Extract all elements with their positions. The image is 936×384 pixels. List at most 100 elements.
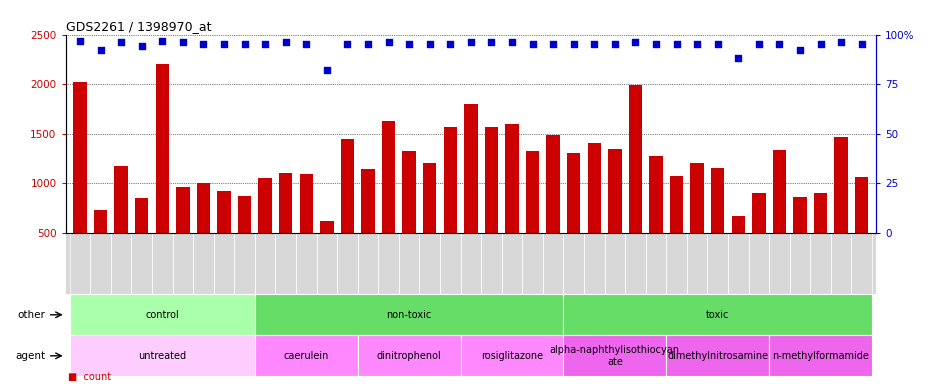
Bar bbox=[649, 156, 662, 282]
Point bbox=[360, 41, 375, 48]
Text: agent: agent bbox=[15, 351, 45, 361]
Bar bbox=[505, 124, 519, 282]
Point bbox=[319, 67, 334, 73]
Bar bbox=[320, 221, 333, 282]
Point bbox=[196, 41, 211, 48]
Bar bbox=[793, 197, 806, 282]
Point bbox=[237, 41, 252, 48]
Point bbox=[154, 37, 169, 43]
Point bbox=[627, 40, 642, 46]
Bar bbox=[300, 174, 313, 282]
Point bbox=[443, 41, 458, 48]
Point bbox=[771, 41, 786, 48]
Bar bbox=[563, 335, 665, 376]
Point bbox=[422, 41, 437, 48]
Bar bbox=[752, 193, 765, 282]
Point bbox=[257, 41, 272, 48]
Point bbox=[545, 41, 560, 48]
Bar bbox=[217, 191, 230, 282]
Point bbox=[668, 41, 683, 48]
Point bbox=[278, 40, 293, 46]
Point bbox=[504, 40, 519, 46]
Text: untreated: untreated bbox=[139, 351, 186, 361]
Text: control: control bbox=[145, 310, 179, 320]
Text: caerulein: caerulein bbox=[284, 351, 329, 361]
Bar bbox=[546, 135, 559, 282]
Bar bbox=[628, 85, 641, 282]
Bar bbox=[238, 196, 251, 282]
Bar bbox=[258, 178, 271, 282]
Point bbox=[607, 41, 622, 48]
Bar bbox=[69, 294, 255, 335]
Bar bbox=[155, 64, 168, 282]
Bar bbox=[772, 149, 785, 282]
Bar bbox=[443, 127, 457, 282]
Bar bbox=[361, 169, 374, 282]
Text: n-methylformamide: n-methylformamide bbox=[771, 351, 868, 361]
Point bbox=[216, 41, 231, 48]
Bar bbox=[135, 198, 148, 282]
Text: other: other bbox=[18, 310, 45, 320]
Bar bbox=[484, 127, 498, 282]
Point bbox=[93, 47, 108, 53]
Bar bbox=[607, 149, 621, 282]
Bar bbox=[402, 151, 416, 282]
Bar bbox=[665, 335, 768, 376]
Point bbox=[113, 40, 128, 46]
Bar bbox=[768, 335, 871, 376]
Bar bbox=[94, 210, 107, 282]
Bar bbox=[669, 176, 682, 282]
Text: non-toxic: non-toxic bbox=[386, 310, 431, 320]
Bar bbox=[710, 168, 724, 282]
Bar bbox=[525, 151, 538, 282]
Bar bbox=[341, 139, 354, 282]
Bar bbox=[255, 294, 563, 335]
Bar bbox=[382, 121, 395, 282]
Point bbox=[483, 40, 498, 46]
Bar bbox=[358, 335, 461, 376]
Bar bbox=[566, 152, 579, 282]
Point bbox=[524, 41, 539, 48]
Point bbox=[833, 40, 848, 46]
Bar bbox=[461, 335, 563, 376]
Point bbox=[648, 41, 663, 48]
Bar bbox=[834, 137, 847, 282]
Text: GDS2261 / 1398970_at: GDS2261 / 1398970_at bbox=[66, 20, 211, 33]
Point bbox=[854, 41, 869, 48]
Bar bbox=[422, 164, 436, 282]
Text: alpha-naphthylisothiocyan
ate: alpha-naphthylisothiocyan ate bbox=[549, 345, 680, 367]
Point bbox=[730, 55, 745, 61]
Bar bbox=[255, 335, 358, 376]
Text: toxic: toxic bbox=[705, 310, 728, 320]
Bar bbox=[731, 216, 744, 282]
Bar bbox=[587, 142, 600, 282]
Bar bbox=[197, 183, 210, 282]
Text: rosiglitazone: rosiglitazone bbox=[480, 351, 543, 361]
Bar bbox=[73, 82, 87, 282]
Point bbox=[402, 41, 417, 48]
Point bbox=[340, 41, 355, 48]
Text: dimethylnitrosamine: dimethylnitrosamine bbox=[666, 351, 768, 361]
Bar bbox=[176, 187, 189, 282]
Point bbox=[175, 40, 190, 46]
Point bbox=[586, 41, 601, 48]
Bar bbox=[813, 193, 826, 282]
Point bbox=[134, 43, 149, 50]
Point bbox=[709, 41, 724, 48]
Bar bbox=[114, 166, 127, 282]
Bar bbox=[69, 335, 255, 376]
Point bbox=[812, 41, 827, 48]
Point bbox=[792, 47, 807, 53]
Point bbox=[565, 41, 580, 48]
Bar bbox=[279, 173, 292, 282]
Point bbox=[689, 41, 704, 48]
Bar bbox=[463, 104, 477, 282]
Bar bbox=[563, 294, 871, 335]
Point bbox=[751, 41, 766, 48]
Text: ■  count: ■ count bbox=[68, 372, 111, 382]
Text: dinitrophenol: dinitrophenol bbox=[376, 351, 441, 361]
Point bbox=[381, 40, 396, 46]
Bar bbox=[854, 177, 868, 282]
Point bbox=[462, 40, 477, 46]
Bar bbox=[690, 164, 703, 282]
